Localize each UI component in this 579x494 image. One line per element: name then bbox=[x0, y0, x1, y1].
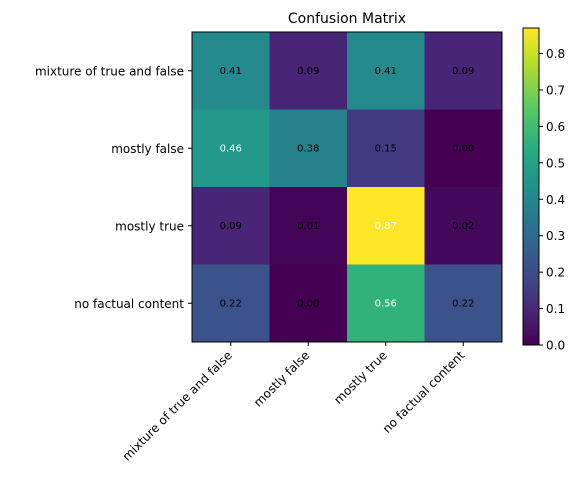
cell-value-label: 0.22 bbox=[220, 298, 242, 309]
chart-title: Confusion Matrix bbox=[288, 11, 406, 27]
y-tick-label: mostly false bbox=[111, 142, 184, 156]
y-tick-label: mixture of true and false bbox=[35, 64, 184, 78]
colorbar-tick-label: 0.7 bbox=[546, 83, 565, 97]
colorbar-tick-label: 0.5 bbox=[546, 156, 565, 170]
cell-value-label: 0.09 bbox=[220, 221, 242, 232]
x-tick-label: no factual content bbox=[380, 348, 468, 436]
colorbar-axis: 0.0 0.1 0.2 0.3 0.4 0.5 0.6 0.7 0.8 bbox=[539, 47, 565, 353]
cell-value-label: 0.01 bbox=[297, 221, 319, 232]
cell-value-label: 0.09 bbox=[297, 66, 319, 77]
colorbar-tick-label: 0.2 bbox=[546, 266, 565, 280]
heatmap-cell bbox=[269, 264, 348, 343]
x-tick-label: mixture of true and false bbox=[120, 348, 235, 463]
cell-value-label: 0.87 bbox=[375, 221, 397, 232]
heatmap-cell bbox=[269, 187, 348, 265]
cell-value-label: 0.15 bbox=[375, 143, 397, 154]
colorbar-tick-label: 0.1 bbox=[546, 302, 565, 316]
cell-value-label: 0.38 bbox=[297, 143, 319, 154]
colorbar-tick-label: 0.6 bbox=[546, 120, 565, 134]
heatmap-cell bbox=[192, 109, 270, 188]
cell-value-label: 0.00 bbox=[297, 298, 319, 309]
colorbar-tick-label: 0.0 bbox=[546, 339, 565, 353]
cell-value-label: 0.56 bbox=[375, 298, 397, 309]
y-tick-label: no factual content bbox=[74, 297, 184, 311]
heatmap-cell bbox=[192, 32, 270, 110]
colorbar-tick-label: 0.3 bbox=[546, 229, 565, 243]
cell-value-label: 0.46 bbox=[220, 143, 242, 154]
heatmap-cell bbox=[347, 32, 425, 110]
heatmap-cell bbox=[424, 264, 503, 343]
x-tick-label: mostly true bbox=[331, 348, 390, 407]
colorbar-tick-label: 0.8 bbox=[546, 47, 565, 61]
x-tick-label: mostly false bbox=[251, 348, 312, 409]
heatmap-cell bbox=[192, 187, 270, 265]
heatmap-cell bbox=[424, 32, 503, 110]
y-tick-label: mostly true bbox=[115, 219, 184, 233]
heatmap-cell bbox=[269, 32, 348, 110]
colorbar-tick-label: 0.4 bbox=[546, 193, 565, 207]
cell-value-label: 0.22 bbox=[452, 298, 474, 309]
cell-value-label: 0.41 bbox=[375, 66, 397, 77]
colorbar bbox=[522, 27, 540, 346]
cell-value-label: 0.41 bbox=[220, 66, 242, 77]
heatmap-cell bbox=[192, 264, 270, 343]
heatmap-cell bbox=[424, 187, 503, 265]
heatmap-cell bbox=[347, 187, 425, 265]
heatmap-cell bbox=[424, 109, 503, 188]
cell-value-label: 0.02 bbox=[452, 221, 474, 232]
heatmap-cell bbox=[347, 264, 425, 343]
heatmap-cell bbox=[269, 109, 348, 188]
y-axis: mixture of true and false mostly false mos… bbox=[35, 64, 192, 311]
heatmap-frame bbox=[191, 31, 503, 343]
heatmap-cell bbox=[347, 109, 425, 188]
heatmap-cell-labels: 0.41 0.09 0.41 0.09 0.46 0.38 0.15 0.00 0.09 0.01… bbox=[220, 66, 475, 310]
cell-value-label: 0.09 bbox=[452, 66, 474, 77]
heatmap-cells bbox=[192, 32, 503, 343]
cell-value-label: 0.00 bbox=[452, 143, 474, 154]
x-axis: mixture of true and false mostly false mos… bbox=[120, 342, 468, 464]
